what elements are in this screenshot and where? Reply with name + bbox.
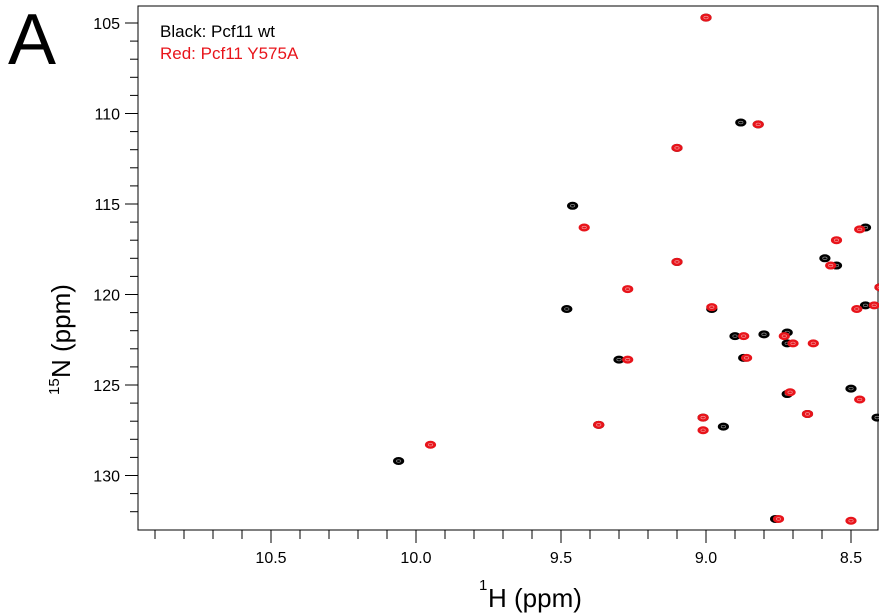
wt-peak <box>561 304 573 313</box>
y575a-peak <box>671 143 683 152</box>
y575a-peak <box>752 120 764 129</box>
y575a-peak <box>854 395 866 404</box>
y-tick-label: 120 <box>93 288 120 305</box>
wt-peak <box>758 330 770 339</box>
x-axis-ticks: 10.510.09.59.08.58.07.57.06.5 <box>154 530 862 567</box>
wt-peak <box>735 118 747 127</box>
y-tick-label: 125 <box>93 378 120 395</box>
y575a-peak <box>671 257 683 266</box>
y-tick-label: 110 <box>94 107 120 124</box>
y575a-peak <box>772 514 785 523</box>
x-tick-label: 10.5 <box>255 550 286 567</box>
y-tick-label: 130 <box>93 469 120 486</box>
wt-peak <box>845 384 857 393</box>
wt-peak <box>819 254 831 263</box>
plot-border <box>137 5 879 531</box>
y575a-peak <box>868 301 879 310</box>
y575a-peak <box>801 409 814 418</box>
y575a-peak <box>825 261 837 270</box>
y575a-peak <box>830 236 843 245</box>
wt-peak <box>717 422 730 431</box>
y575a-peak <box>706 303 718 312</box>
x-axis-title: 1 H (ppm) <box>479 577 582 613</box>
legend: Black: Pcf11 wt Red: Pcf11 Y575A <box>160 22 299 63</box>
y575a-peak <box>697 426 709 435</box>
legend-entry-wt: Black: Pcf11 wt <box>160 22 275 41</box>
y575a-peak <box>784 388 796 397</box>
y575a-peak <box>778 332 790 341</box>
x-tick-label: 9.5 <box>550 550 572 567</box>
plot-frame <box>137 5 879 531</box>
y575a-peak <box>787 339 799 348</box>
y575a-peak <box>854 225 866 234</box>
x-tick-label: 8.5 <box>840 550 862 567</box>
legend-entry-y575a: Red: Pcf11 Y575A <box>160 44 299 63</box>
x-tick-label: 9.0 <box>695 550 717 567</box>
y575a-peak <box>874 283 879 292</box>
y-tick-label: 105 <box>93 16 120 33</box>
panel-letter: A <box>8 0 56 80</box>
x-axis-label-superscript: 1 <box>479 577 487 594</box>
y-tick-label: 115 <box>94 197 120 214</box>
y575a-peak <box>700 13 712 22</box>
x-tick-label: 10.0 <box>400 550 431 567</box>
wt-peak <box>566 201 579 210</box>
y575a-peak <box>622 285 634 294</box>
y575a-peak <box>845 516 857 525</box>
series-wt-peaks <box>393 13 879 523</box>
y575a-peak <box>851 304 863 313</box>
series-y575a-peaks <box>424 13 879 525</box>
x-axis-label: H (ppm) <box>488 583 582 613</box>
y575a-peak <box>740 353 753 362</box>
y-axis-ticks: 105 110 115 120 125 130 <box>93 16 138 513</box>
wt-peak <box>393 457 405 466</box>
y575a-peak <box>807 339 819 348</box>
y575a-peak <box>738 332 750 341</box>
y575a-peak <box>697 413 709 422</box>
y575a-peak <box>593 420 605 429</box>
y575a-peak <box>622 355 634 364</box>
wt-peak <box>871 413 879 422</box>
y-axis-label: N (ppm) <box>46 284 76 378</box>
y-axis-title: 15 N (ppm) <box>46 284 76 395</box>
y-axis-label-superscript: 15 <box>46 378 63 395</box>
y575a-peak <box>578 223 590 232</box>
y575a-peak <box>424 440 437 449</box>
